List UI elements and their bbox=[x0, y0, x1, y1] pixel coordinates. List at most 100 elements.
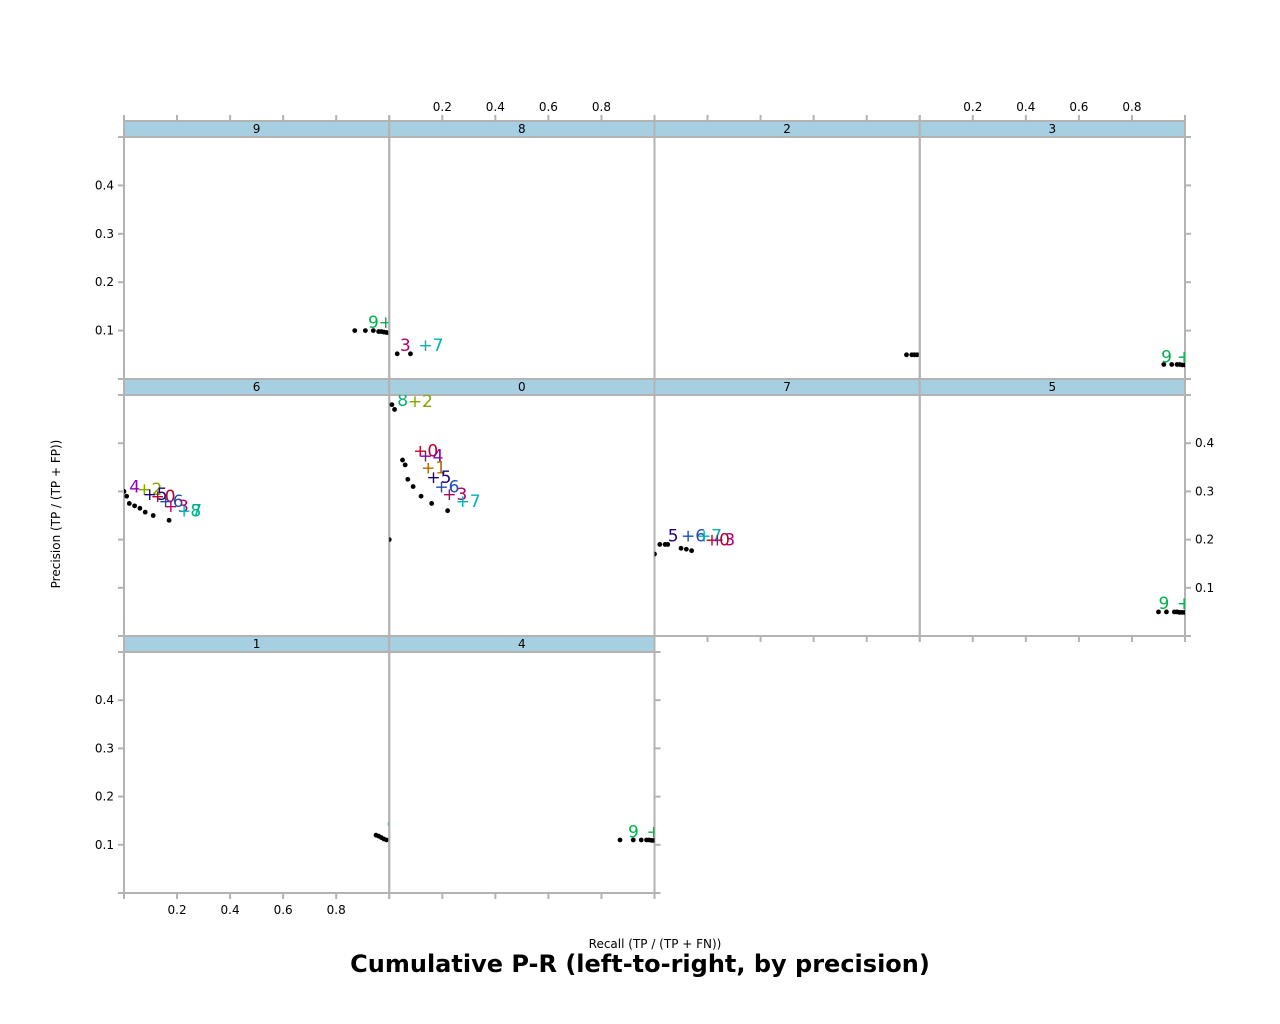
pr-point bbox=[408, 351, 413, 357]
pr-point bbox=[392, 407, 397, 412]
class-label: +3 bbox=[164, 497, 189, 517]
x-tick-label: 0.8 bbox=[592, 100, 611, 114]
panel-6: 6 4+2+5+0+6+3+78 bbox=[123, 378, 391, 637]
pr-point bbox=[394, 351, 400, 357]
pr-point bbox=[678, 545, 684, 551]
x-tick-label: 0.8 bbox=[1122, 100, 1141, 114]
strip-label-9: 9 bbox=[253, 122, 261, 136]
panel-4: 49 + bbox=[388, 635, 656, 894]
pr-point bbox=[405, 476, 411, 482]
class-label: +3 bbox=[442, 485, 467, 505]
class-label: 8 bbox=[397, 391, 408, 411]
class-label: 9 bbox=[368, 313, 379, 333]
y-axis-row-1: 0.1 0.2 0.3 0.4 bbox=[1185, 394, 1214, 637]
pr-point bbox=[445, 508, 451, 514]
x-tick-label: 0.6 bbox=[539, 100, 558, 114]
y-tick-label: 0.2 bbox=[1195, 533, 1214, 547]
class-label: 3 bbox=[400, 336, 411, 356]
y-tick-label: 0.4 bbox=[95, 693, 114, 707]
class-label: +3 bbox=[710, 531, 735, 551]
panel-marks-2: + bbox=[904, 340, 920, 360]
class-label: +0 bbox=[705, 531, 730, 551]
y-tick-label: 0.3 bbox=[1195, 484, 1214, 498]
panel-0: 0 8 +2 +0+4+1+5+6+3+7 bbox=[388, 378, 656, 637]
y-axis-title: Precision (TP / (TP + FP)) bbox=[49, 440, 63, 589]
class-label: + bbox=[1177, 594, 1191, 614]
pr-point bbox=[665, 542, 671, 547]
pr-point bbox=[654, 551, 657, 557]
class-label: +7 bbox=[177, 502, 202, 522]
panel-5: 59 + bbox=[918, 378, 1191, 637]
class-label: +4 bbox=[418, 446, 443, 466]
panel-marks-0: 8 +2 +0+4+1+5+6+3+7 bbox=[389, 391, 481, 542]
pr-point bbox=[402, 462, 408, 468]
panel-frame-3 bbox=[918, 136, 1186, 380]
strip-label-1: 1 bbox=[253, 637, 261, 651]
x-axis-title: Recall (TP / (TP + FN)) bbox=[589, 937, 722, 951]
panel-3: 39 + bbox=[918, 120, 1186, 380]
class-label: +7 bbox=[418, 336, 443, 356]
class-label: 8 bbox=[190, 502, 201, 522]
pr-point bbox=[617, 837, 623, 843]
class-label: +2 bbox=[137, 480, 162, 500]
pr-point bbox=[1169, 362, 1175, 367]
pr-point bbox=[400, 457, 405, 463]
y-tick-label: 0.2 bbox=[95, 790, 114, 804]
strip-label-5: 5 bbox=[1049, 380, 1057, 394]
pr-point bbox=[683, 546, 689, 552]
class-label: 9 bbox=[387, 817, 398, 837]
panel-1: 19 bbox=[123, 635, 398, 894]
x-axis-col-3: 0.2 0.4 0.6 0.8 bbox=[918, 100, 1186, 121]
class-label: +6 bbox=[681, 527, 706, 547]
y-tick-label: 0.4 bbox=[1195, 436, 1214, 450]
x-tick-label: 0.6 bbox=[274, 903, 293, 917]
pr-point bbox=[124, 493, 130, 499]
x-tick-label: 0.6 bbox=[1069, 100, 1088, 114]
pr-point bbox=[410, 484, 416, 489]
strip-label-4: 4 bbox=[518, 637, 526, 651]
panel-frame-1 bbox=[123, 651, 391, 894]
panel-frame-9 bbox=[123, 136, 391, 380]
strip-label-0: 0 bbox=[518, 380, 526, 394]
pr-point bbox=[137, 505, 143, 511]
strip-label-2: 2 bbox=[783, 122, 791, 136]
panel-frame-0 bbox=[388, 394, 656, 637]
y-axis-row-2 bbox=[654, 651, 661, 894]
pr-point bbox=[657, 542, 663, 547]
y-tick-label: 0.1 bbox=[95, 324, 114, 338]
class-label: 9 bbox=[1158, 594, 1169, 614]
class-label: +7 bbox=[697, 527, 722, 547]
y-tick-label: 0.1 bbox=[95, 838, 114, 852]
panel-9: 99 + bbox=[123, 120, 391, 380]
axes-layer: 0.2 0.4 0.6 0.8 0.2 0.4 0.6 0.80.2 0.4 0.6 0.80.10… bbox=[95, 100, 1214, 917]
y-axis-row-1 bbox=[118, 394, 124, 637]
panel-frame-4 bbox=[388, 651, 656, 894]
y-tick-label: 0.3 bbox=[95, 227, 114, 241]
panel-marks-5: 9 + bbox=[1156, 594, 1191, 615]
x-tick-label: 0.4 bbox=[486, 100, 505, 114]
pr-point bbox=[638, 837, 644, 843]
pr-point bbox=[150, 513, 156, 518]
pr-point bbox=[652, 838, 655, 843]
pr-point bbox=[1182, 362, 1185, 368]
y-axis-row-0: 0.1 0.2 0.3 0.4 bbox=[95, 136, 124, 380]
pr-point bbox=[166, 517, 172, 523]
class-label: +5 bbox=[426, 468, 451, 488]
pr-point bbox=[630, 837, 636, 843]
panel-7: 7 5 +6+7+0+3 bbox=[653, 378, 921, 637]
strip-label-7: 7 bbox=[783, 380, 791, 394]
x-tick-label: 0.4 bbox=[221, 903, 240, 917]
class-label: 5 bbox=[668, 527, 679, 547]
panel-marks-7: 5 +6+7+0+3 bbox=[654, 527, 735, 557]
class-label: +6 bbox=[158, 492, 183, 512]
x-tick-label: 0.2 bbox=[168, 903, 187, 917]
x-tick-label: 0.2 bbox=[433, 100, 452, 114]
pr-point bbox=[429, 501, 435, 506]
class-label: +6 bbox=[434, 478, 459, 498]
x-tick-label: 0.8 bbox=[327, 903, 346, 917]
class-label: +1 bbox=[421, 458, 446, 478]
pr-point bbox=[1164, 609, 1169, 615]
panel-marks-9: 9 + bbox=[352, 313, 390, 336]
